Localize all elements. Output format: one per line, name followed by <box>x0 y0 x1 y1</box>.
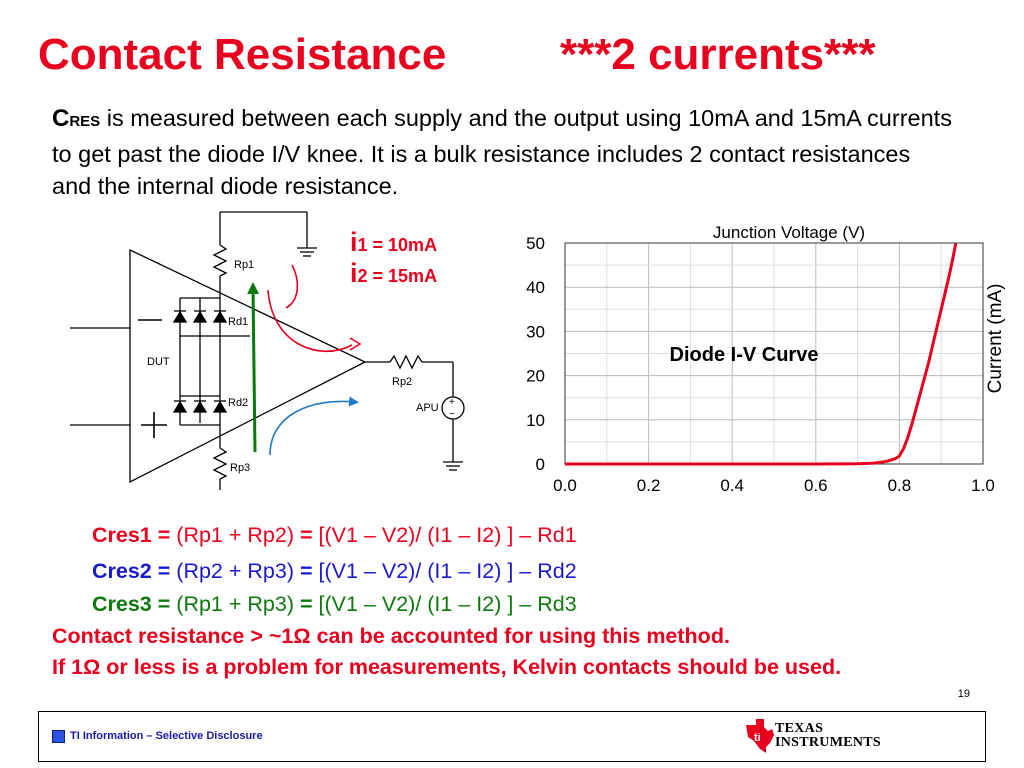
x-tick-label: 0.8 <box>888 476 912 495</box>
y-tick-label: 0 <box>536 455 545 474</box>
svg-text:ti: ti <box>754 732 761 744</box>
formula-expression: [(V1 – V2)/ (I1 – I2) ] – Rd1 <box>318 523 577 547</box>
note-kelvin-contacts: If 1Ω or less is a problem for measureme… <box>52 655 842 679</box>
rp1-resistor <box>212 244 228 277</box>
x-tick-label: 0.4 <box>720 476 744 495</box>
diode-bottom-2 <box>192 400 208 413</box>
y-tick-labels: 0 10 20 30 40 50 <box>526 234 545 474</box>
y-axis-label: Current (mA) <box>985 284 1006 394</box>
label-rp2: Rp2 <box>392 376 412 388</box>
apu-minus-sign: − <box>449 409 455 420</box>
cres-symbol-subscript: RES <box>69 113 101 130</box>
formula-label: Cres3 = <box>92 592 171 616</box>
diode-top-2 <box>192 310 208 323</box>
footer-bar <box>38 711 986 762</box>
apu-plus-sign: + <box>449 397 455 408</box>
intro-paragraph: CRES is measured between each supply and… <box>52 102 952 202</box>
x-tick-labels: 0.0 0.2 0.4 0.6 0.8 1.0 <box>553 476 995 495</box>
label-rp1: Rp1 <box>234 259 254 271</box>
slide-title: Contact Resistance <box>38 30 447 79</box>
formula-equals: = <box>299 523 313 547</box>
rp3-resistor <box>212 447 228 480</box>
formula-cres1: Cres1 = (Rp1 + Rp2) = [(V1 – V2)/ (I1 – … <box>92 523 577 548</box>
dut-triangle <box>129 248 367 484</box>
chart-title: Diode I-V Curve <box>670 344 819 366</box>
intro-text: is measured between each supply and the … <box>52 105 952 199</box>
x-tick-label: 0.0 <box>553 476 577 495</box>
note-contact-resistance: Contact resistance > ~1Ω can be accounte… <box>52 624 730 648</box>
diode-iv-chart: 0.0 0.2 0.4 0.6 0.8 1.0 0 10 20 30 40 50 Junction … <box>526 223 1006 495</box>
current-label-i2: i2 = 15mA <box>350 258 438 288</box>
x-axis-label: Junction Voltage (V) <box>713 223 865 242</box>
diode-top-1 <box>172 310 188 323</box>
formula-terms: (Rp2 + Rp3) <box>176 559 294 583</box>
formula-equals: = <box>299 559 313 583</box>
texas-instruments-logo: ti <box>746 719 774 753</box>
footer-bullet-icon <box>52 730 65 743</box>
formula-terms: (Rp1 + Rp2) <box>176 523 294 547</box>
texas-state-icon <box>746 719 774 753</box>
cres-symbol-c: C <box>52 105 70 132</box>
y-tick-label: 20 <box>526 367 545 386</box>
rp2-resistor <box>389 354 423 370</box>
footer-disclosure: TI Information – Selective Disclosure <box>70 730 263 742</box>
label-rp3: Rp3 <box>230 462 250 474</box>
green-current-line <box>247 282 260 453</box>
formula-cres2: Cres2 = (Rp2 + Rp3) = [(V1 – V2)/ (I1 – … <box>92 559 577 584</box>
red-current-arrow <box>267 289 353 353</box>
slide-title-emphasis: ***2 currents*** <box>560 30 876 79</box>
label-dut: DUT <box>147 356 170 368</box>
diode-top-3-rd1 <box>212 310 228 323</box>
formula-cres3: Cres3 = (Rp1 + Rp3) = [(V1 – V2)/ (I1 – … <box>92 592 577 617</box>
formula-terms: (Rp1 + Rp3) <box>176 592 294 616</box>
y-tick-label: 30 <box>526 322 545 341</box>
red-current-arrowhead <box>349 337 362 351</box>
ti-wordmark: Texas Instruments <box>775 721 881 750</box>
y-tick-label: 40 <box>526 278 545 297</box>
x-tick-label: 1.0 <box>971 476 995 495</box>
x-tick-label: 0.2 <box>637 476 661 495</box>
y-tick-label: 10 <box>526 411 545 430</box>
formula-expression: [(V1 – V2)/ (I1 – I2) ] – Rd2 <box>318 559 577 583</box>
dut-circuit-diagram: Rp1 Rd1 DUT Rd2 Rp3 Rp2 APU + − <box>70 211 465 490</box>
y-tick-label: 50 <box>526 234 545 253</box>
formula-label: Cres2 = <box>92 559 171 583</box>
blue-current-arrow <box>269 396 359 456</box>
label-rd1: Rd1 <box>228 316 248 328</box>
formula-label: Cres1 = <box>92 523 171 547</box>
page-number: 19 <box>957 688 970 700</box>
formula-equals: = <box>299 592 313 616</box>
x-tick-label: 0.6 <box>804 476 828 495</box>
iv-curve-line <box>565 242 958 466</box>
label-rd2: Rd2 <box>228 397 248 409</box>
current-label-i1: i1 = 10mA <box>350 227 438 257</box>
label-apu: APU <box>416 402 439 414</box>
formula-expression: [(V1 – V2)/ (I1 – I2) ] – Rd3 <box>318 592 577 616</box>
